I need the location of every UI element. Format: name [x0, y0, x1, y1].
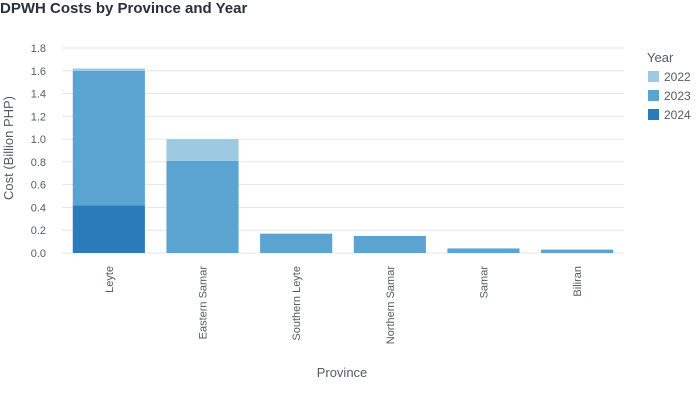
bar-2023-0: [72, 70, 145, 206]
bar-2023-1: [166, 160, 239, 253]
chart-title: DPWH Costs by Province and Year: [0, 0, 247, 17]
bar-2023-5: [541, 249, 614, 253]
x-axis-title: Province: [317, 365, 368, 380]
y-tick-label: 1.2: [31, 111, 46, 123]
bar-2023-4: [447, 248, 520, 253]
legend-label: 2022: [664, 70, 691, 84]
legend-title: Year: [647, 50, 674, 65]
y-tick-label: 1.4: [31, 89, 46, 101]
y-tick-label: 0.0: [31, 248, 46, 260]
bars: [72, 68, 614, 253]
legend-swatch-2022: [648, 71, 659, 82]
bar-2022-1: [166, 139, 239, 161]
bar-2024-0: [72, 205, 145, 253]
bar-2023-2: [260, 233, 333, 253]
x-tick-label: Northern Samar: [385, 266, 397, 345]
y-axis-title: Cost (Billion PHP): [1, 96, 16, 200]
legend: Year 2022 2023 2024: [647, 50, 691, 122]
x-axis-ticks: Leyte Eastern Samar Southern Leyte Northern…: [104, 266, 584, 345]
legend-swatch-2024: [648, 109, 659, 120]
y-tick-label: 1.6: [31, 66, 46, 78]
x-tick-label: Southern Leyte: [291, 266, 303, 341]
legend-swatch-2023: [648, 90, 659, 101]
y-tick-label: 0.8: [31, 157, 46, 169]
y-tick-label: 0.4: [31, 202, 46, 214]
legend-label: 2024: [664, 108, 691, 122]
bar-2022-0: [72, 68, 145, 71]
y-axis-ticks: 0.0 0.2 0.4 0.6 0.8 1.0 1.2 1.4 1.6 1.8: [31, 43, 46, 260]
y-tick-label: 0.2: [31, 225, 46, 237]
bar-2023-3: [353, 235, 426, 253]
x-tick-label: Biliran: [572, 266, 584, 297]
x-tick-label: Eastern Samar: [198, 266, 210, 340]
grid: [62, 47, 624, 254]
legend-label: 2023: [664, 89, 691, 103]
x-tick-label: Leyte: [104, 266, 116, 293]
y-tick-label: 1.8: [31, 43, 46, 55]
y-tick-label: 1.0: [31, 134, 46, 146]
y-tick-label: 0.6: [31, 180, 46, 192]
x-tick-label: Samar: [479, 266, 491, 299]
